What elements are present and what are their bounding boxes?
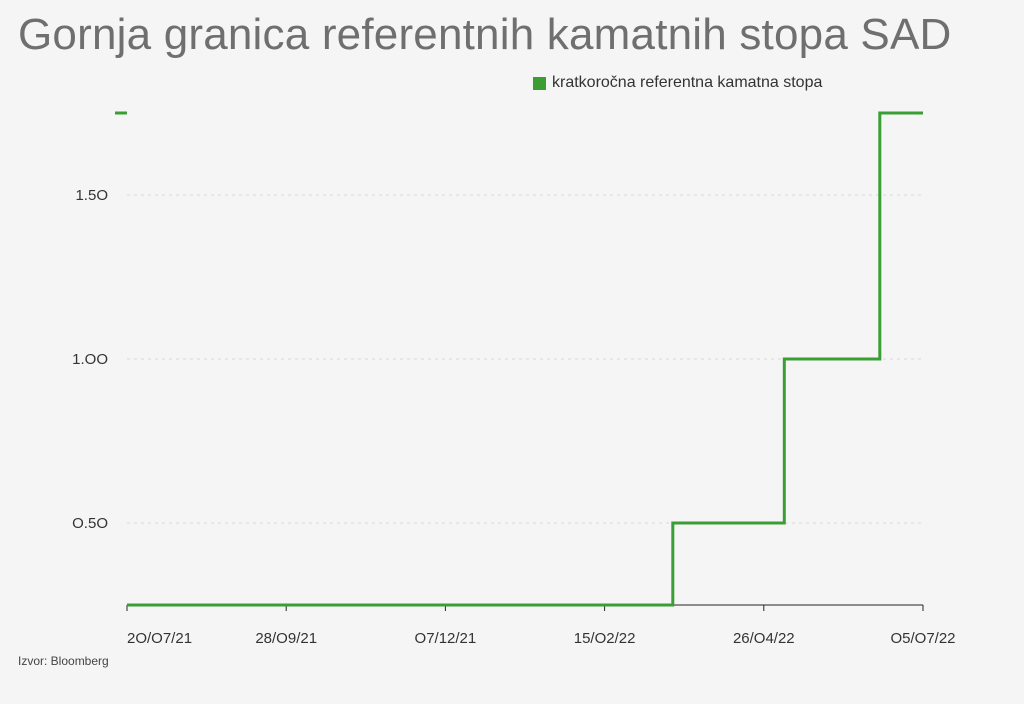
x-tick-label: 26/O4/22 [733, 630, 795, 647]
x-tick-label: 28/O9/21 [255, 630, 317, 647]
y-tick-label: O.5O [72, 515, 108, 532]
x-tick-label: O7/12/21 [415, 630, 477, 647]
x-tick-label: O5/O7/22 [890, 630, 955, 647]
series-line-0 [127, 111, 923, 607]
x-tick-label: 2O/O7/21 [127, 630, 192, 647]
legend-label: kratkoročna referentna kamatna stopa [552, 74, 823, 91]
source-note: Izvor: Bloomberg [18, 654, 109, 668]
legend-swatch [533, 76, 546, 90]
chart-title: Gornja granica referentnih kamatnih stop… [18, 10, 952, 59]
legend: kratkoročna referentna kamatna stopa [533, 74, 822, 92]
x-tick-label: 15/O2/22 [574, 630, 636, 647]
y-tick-label: 1.5O [75, 187, 108, 204]
y-tick-label: 1.OO [72, 351, 108, 368]
